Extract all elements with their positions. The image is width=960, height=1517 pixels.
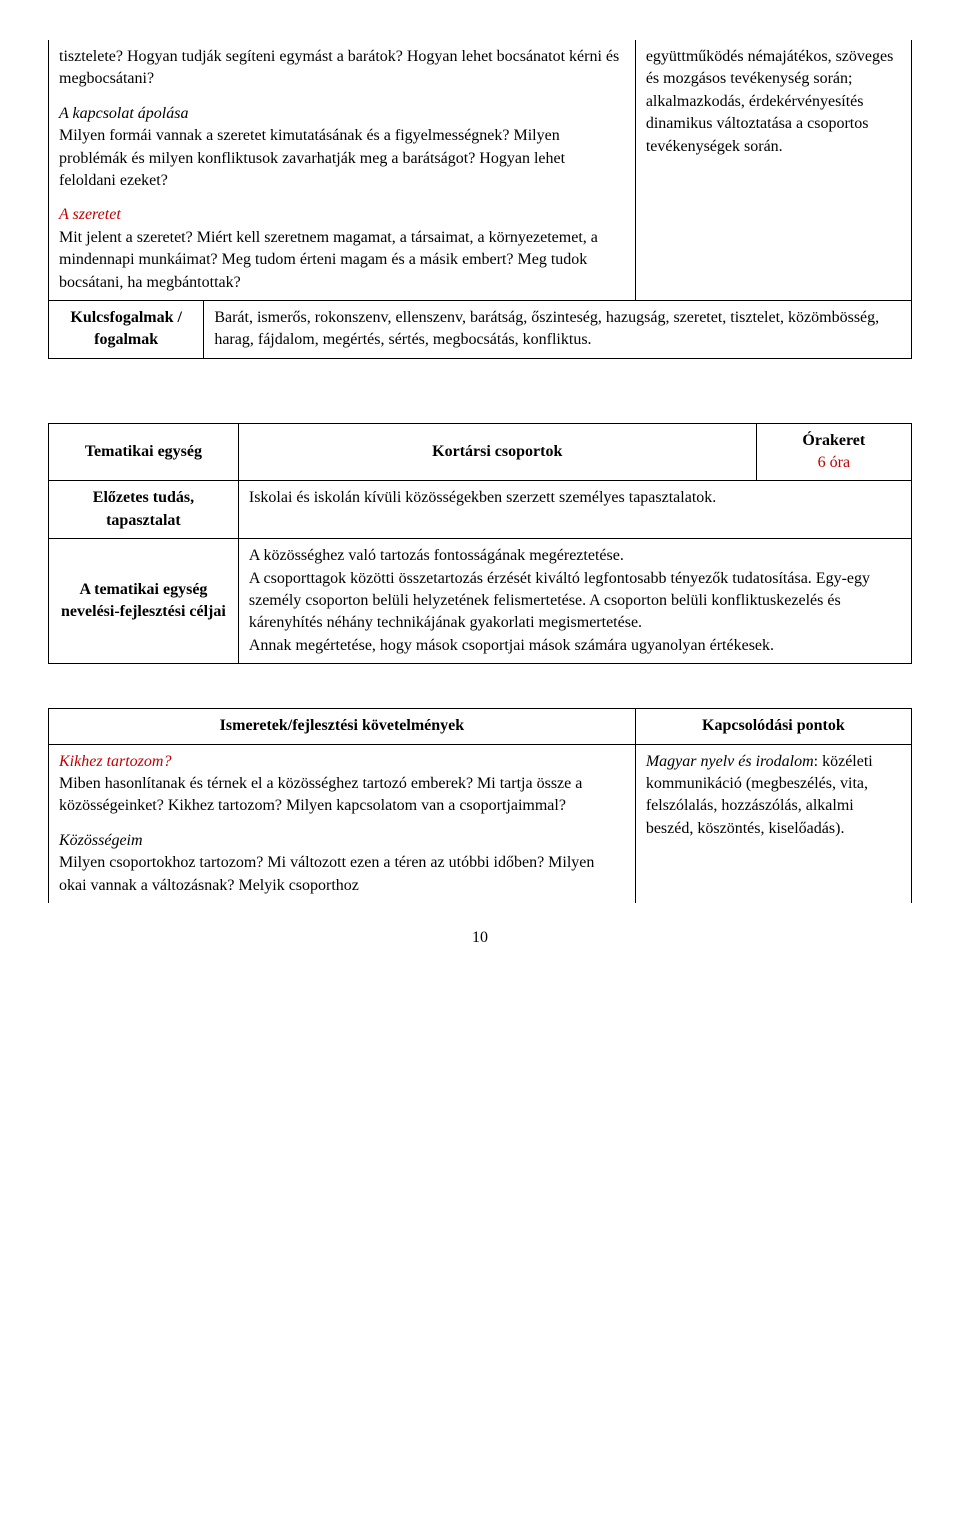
t1-heading2: A kapcsolat ápolása bbox=[59, 103, 625, 125]
t2-r1c3-l1: Órakeret bbox=[802, 432, 865, 449]
t3-header-right: Kapcsolódási pontok bbox=[635, 709, 911, 744]
t3-right-para: Magyar nyelv és irodalom: közéleti kommu… bbox=[646, 751, 901, 841]
spacer-2 bbox=[48, 688, 912, 708]
table1-left-cell: tisztelete? Hogyan tudják segíteni egymá… bbox=[49, 40, 636, 300]
t2-r3c1: A tematikai egység nevelési-fejlesztési … bbox=[49, 539, 239, 664]
t3-right-cell: Magyar nyelv és irodalom: közéleti kommu… bbox=[635, 744, 911, 903]
t2-r2c2: Iskolai és iskolán kívüli közösségekben … bbox=[238, 481, 911, 539]
t1-heading3: A szeretet bbox=[59, 204, 625, 226]
t1-row2-label: Kulcsfogalmak / fogalmak bbox=[49, 300, 204, 358]
t2-r3c2: A közösséghez való tartozás fontosságána… bbox=[238, 539, 911, 664]
t3-header-left: Ismeretek/fejlesztési követelmények bbox=[49, 709, 636, 744]
table-1: tisztelete? Hogyan tudják segíteni egymá… bbox=[48, 40, 912, 359]
t3-heading2: Közösségeim bbox=[59, 830, 625, 852]
t3-right-heading: Magyar nyelv és irodalom bbox=[646, 753, 814, 770]
t1-row2-text: Barát, ismerős, rokonszenv, ellenszenv, … bbox=[204, 300, 912, 358]
t3-left-cell: Kikhez tartozom? Miben hasonlítanak és t… bbox=[49, 744, 636, 903]
t2-r2c1: Előzetes tudás, tapasztalat bbox=[49, 481, 239, 539]
t1-para1: tisztelete? Hogyan tudják segíteni egymá… bbox=[59, 46, 625, 91]
t3-para1: Miben hasonlítanak és térnek el a közöss… bbox=[59, 773, 625, 818]
spacer-1 bbox=[48, 383, 912, 423]
table1-right-cell: együttműködés némajátékos, szöveges és m… bbox=[635, 40, 911, 300]
page-number: 10 bbox=[48, 927, 912, 949]
t1-para3: Mit jelent a szeretet? Miért kell szeret… bbox=[59, 227, 625, 294]
t2-r1c2: Kortársi csoportok bbox=[238, 423, 756, 481]
table-2: Tematikai egység Kortársi csoportok Órak… bbox=[48, 423, 912, 665]
t2-r1c3: Órakeret 6 óra bbox=[756, 423, 911, 481]
t3-heading1: Kikhez tartozom? bbox=[59, 751, 625, 773]
t2-r1c3-l2: 6 óra bbox=[818, 454, 850, 471]
t1-right-text: együttműködés némajátékos, szöveges és m… bbox=[646, 46, 901, 158]
table-3: Ismeretek/fejlesztési követelmények Kapc… bbox=[48, 708, 912, 903]
t2-r1c1: Tematikai egység bbox=[49, 423, 239, 481]
t3-para2: Milyen csoportokhoz tartozom? Mi változo… bbox=[59, 852, 625, 897]
t1-para2: Milyen formái vannak a szeretet kimutatá… bbox=[59, 125, 625, 192]
